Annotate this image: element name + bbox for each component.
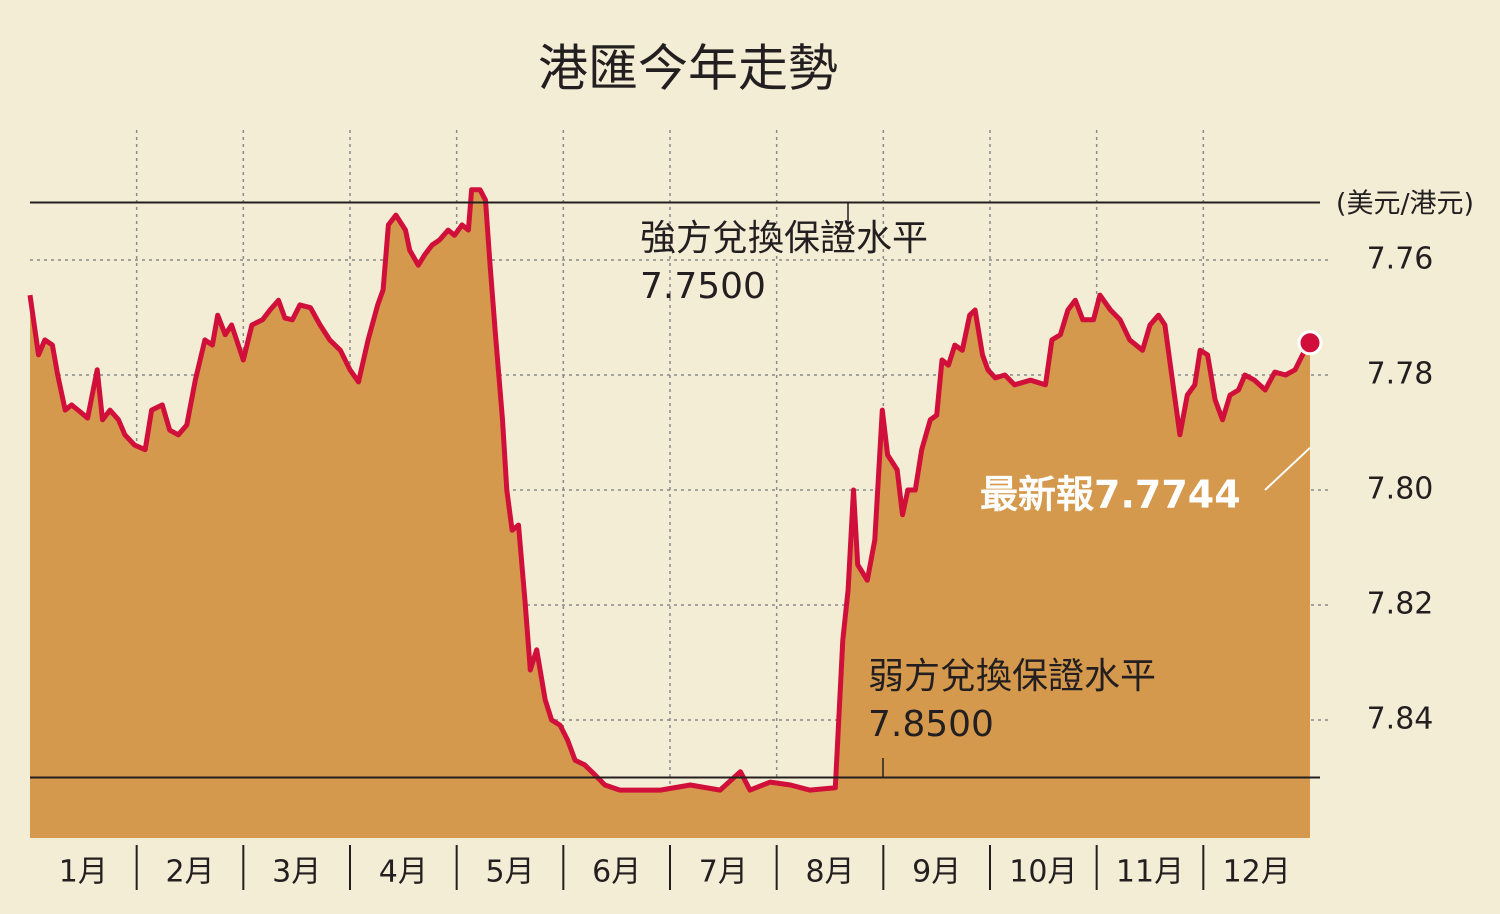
annotation-leader (1264, 447, 1311, 491)
y-tick-label: 7.78 (1367, 357, 1434, 392)
x-tick-label: 6月 (592, 855, 641, 890)
y-tick-label: 7.80 (1367, 472, 1434, 507)
x-tick-label: 5月 (485, 855, 534, 890)
area (30, 189, 1310, 839)
y-tick-label: 7.76 (1367, 242, 1434, 277)
reference-value: 7.7500 (640, 266, 766, 307)
reference-label: 強方兌換保證水平 (640, 218, 928, 259)
x-tick-label: 4月 (379, 855, 428, 890)
chart-title: 港匯今年走勢 (538, 40, 838, 98)
x-tick-label: 12月 (1223, 855, 1291, 890)
plot: 1月 2月 3月 4月 5月 6月 7月 8月 9月 10月 11月 12月 7.76 7.78 7.80 7… (27, 130, 1434, 890)
y-tick-label: 7.82 (1367, 587, 1434, 622)
x-tick-label: 10月 (1009, 855, 1077, 890)
y-axis-unit: (美元/港元) (1336, 189, 1474, 220)
x-tick-label: 8月 (805, 855, 854, 890)
reference-value: 7.8500 (868, 704, 994, 745)
x-tick-label: 9月 (912, 855, 961, 890)
latest-point (1297, 330, 1323, 356)
x-tick-label: 2月 (165, 855, 214, 890)
x-tick-label: 11月 (1116, 855, 1184, 890)
y-tick-label: 7.84 (1367, 702, 1434, 737)
line (27, 187, 1313, 793)
x-tick-label: 3月 (272, 855, 321, 890)
reference-label: 弱方兌換保證水平 (868, 656, 1156, 697)
annotation: 最新報7.7744 (980, 473, 1241, 517)
x-tick-label: 7月 (699, 855, 748, 890)
x-tick-label: 1月 (59, 855, 108, 890)
